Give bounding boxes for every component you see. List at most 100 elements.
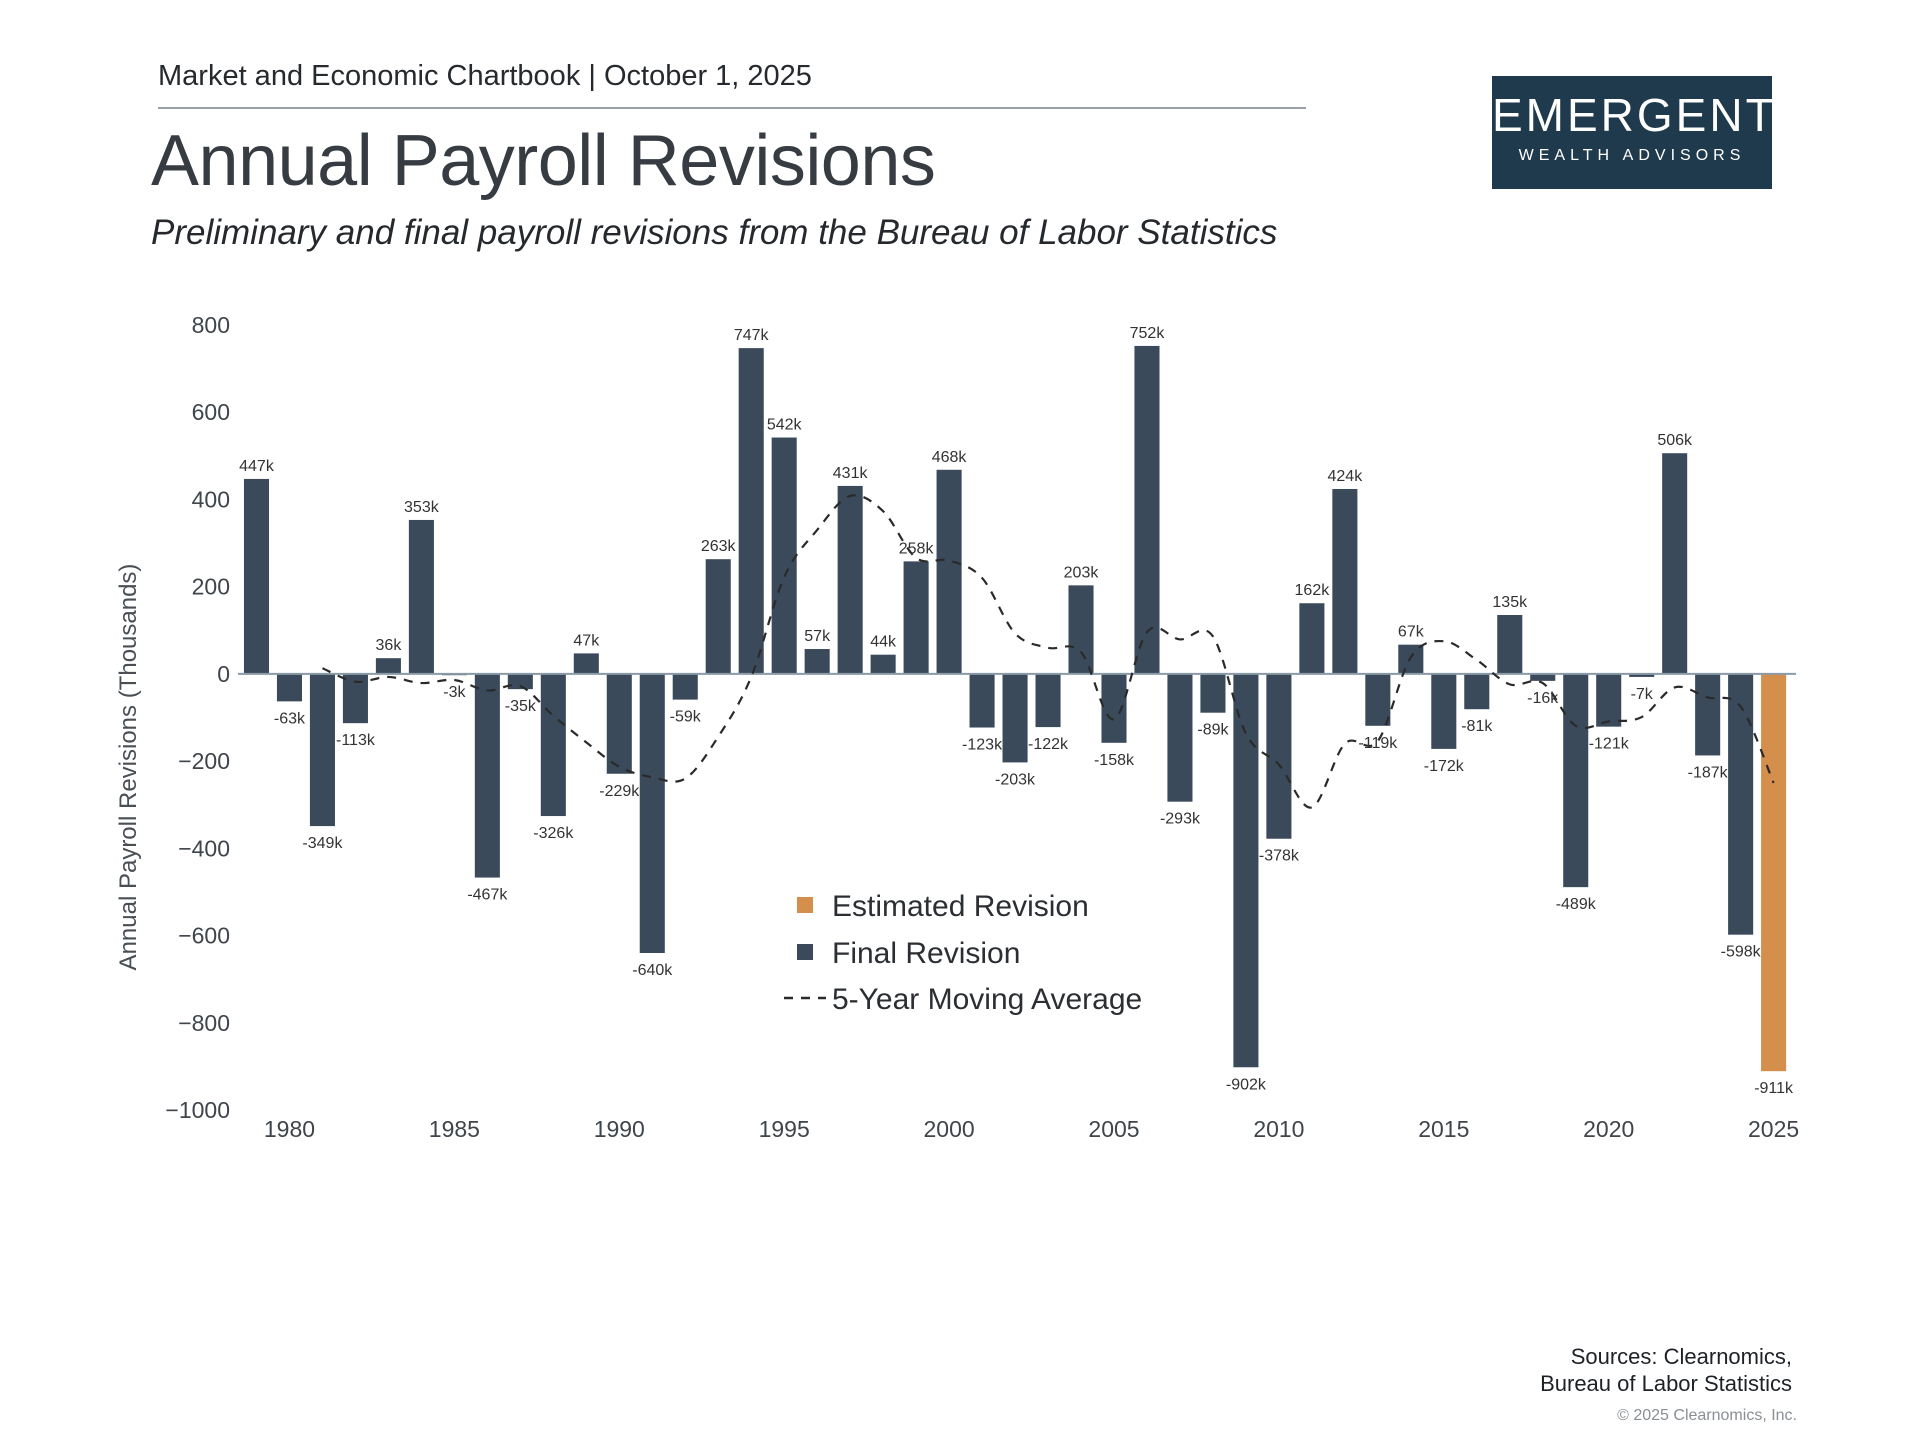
y-tick-label: −800 — [178, 1010, 230, 1036]
data-label-1995: 542k — [767, 417, 803, 434]
data-label-2024: -598k — [1721, 944, 1762, 961]
y-tick-label: −400 — [178, 835, 230, 861]
y-tick-label: 400 — [192, 486, 230, 512]
final-bar-1997 — [837, 485, 863, 674]
y-tick-label: 800 — [192, 312, 230, 338]
data-label-2004: 203k — [1064, 564, 1100, 581]
legend-moving-average-label: 5-Year Moving Average — [832, 983, 1142, 1016]
data-label-2001: -123k — [962, 737, 1003, 754]
data-label-1987: -35k — [505, 698, 537, 715]
data-label-1982: -113k — [336, 732, 376, 749]
emergent-logo: EMERGENT WEALTH ADVISORS — [1492, 76, 1774, 189]
y-axis-label: Annual Payroll Revisions (Thousands) — [115, 564, 142, 971]
sources-line-1: Sources: Clearnomics, — [1570, 1344, 1792, 1369]
data-label-2019: -489k — [1556, 896, 1597, 913]
x-tick-label: 1985 — [429, 1116, 480, 1142]
data-label-2009: -902k — [1226, 1076, 1267, 1093]
final-bar-2006 — [1134, 345, 1160, 674]
final-bar-2011 — [1299, 603, 1325, 674]
data-label-1997: 431k — [833, 465, 869, 482]
final-bar-1988 — [540, 673, 566, 817]
data-label-1985: -3k — [443, 684, 466, 701]
data-label-2025: -911k — [1754, 1080, 1794, 1097]
page-title: Annual Payroll Revisions — [151, 121, 936, 201]
final-bar-2001 — [969, 673, 995, 728]
final-bar-2003 — [1035, 673, 1061, 728]
final-bar-2020 — [1596, 673, 1622, 727]
final-bar-1993 — [705, 559, 731, 674]
data-label-1984: 353k — [404, 499, 440, 516]
final-bar-2013 — [1365, 673, 1391, 726]
final-bar-1986 — [474, 673, 500, 878]
x-tick-label: 2010 — [1253, 1116, 1304, 1142]
final-bar-2015 — [1431, 673, 1457, 749]
chartbook-header: Market and Economic Chartbook | October … — [158, 60, 812, 92]
final-bar-2010 — [1266, 673, 1292, 839]
x-tick-label: 2000 — [924, 1116, 975, 1142]
data-label-1981: -349k — [302, 835, 343, 852]
final-bar-2019 — [1563, 673, 1589, 888]
final-bar-1979 — [243, 478, 270, 674]
final-bar-1994 — [738, 348, 764, 674]
legend: Estimated Revision Final Revision 5-Year… — [784, 890, 1142, 1016]
data-label-2018: -16k — [1527, 690, 1559, 707]
final-bar-2021 — [1629, 673, 1655, 677]
y-tick-label: −200 — [178, 748, 230, 774]
data-label-1989: 47k — [573, 632, 600, 649]
x-tick-label: 2025 — [1748, 1116, 1799, 1142]
data-label-2021: -7k — [1631, 686, 1654, 703]
final-bar-2022 — [1662, 453, 1688, 674]
data-label-2012: 424k — [1328, 468, 1364, 485]
data-label-2005: -158k — [1094, 752, 1135, 769]
final-bar-1995 — [771, 437, 797, 674]
data-label-2023: -187k — [1688, 764, 1729, 781]
data-label-2000: 468k — [932, 449, 968, 466]
data-label-1994: 747k — [734, 327, 770, 344]
final-bar-1999 — [903, 561, 929, 674]
final-bar-1990 — [606, 673, 632, 774]
y-tick-label: −1000 — [165, 1097, 230, 1123]
final-bar-1996 — [804, 649, 830, 674]
final-bar-1991 — [639, 673, 665, 953]
final-bar-1981 — [309, 673, 335, 827]
header-divider — [158, 107, 1306, 109]
data-label-1988: -326k — [533, 825, 574, 842]
final-bar-2023 — [1695, 673, 1721, 756]
data-label-2015: -172k — [1424, 758, 1465, 775]
data-label-2022: 506k — [1657, 432, 1693, 449]
x-tick-label: 2015 — [1418, 1116, 1469, 1142]
y-tick-label: 0 — [217, 661, 230, 687]
final-bar-2005 — [1101, 673, 1127, 743]
x-tick-label: 2005 — [1088, 1116, 1139, 1142]
final-bar-1998 — [870, 654, 896, 674]
data-label-2006: 752k — [1130, 325, 1166, 342]
sources-line-2: Bureau of Labor Statistics — [1540, 1371, 1792, 1396]
legend-final-label: Final Revision — [832, 937, 1020, 970]
x-axis-ticks: 1980 1985 1990 1995 2000 2005 2010 2015 2020 2025 — [264, 1116, 1799, 1142]
copyright: © 2025 Clearnomics, Inc. — [1617, 1407, 1797, 1424]
data-labels: 447k -63k -349k -113k 36k 353k -3k -467k -35k -32… — [239, 325, 1794, 1097]
y-tick-label: 600 — [192, 399, 230, 425]
data-label-1983: 36k — [376, 637, 403, 654]
final-bar-1992 — [672, 673, 698, 700]
legend-swatch-final — [797, 944, 813, 960]
data-label-1986: -467k — [467, 887, 508, 904]
data-label-1998: 44k — [870, 634, 897, 651]
final-bar-2002 — [1002, 673, 1028, 763]
data-label-1980: -63k — [274, 710, 306, 727]
final-bar-2018 — [1530, 673, 1556, 681]
data-label-2002: -203k — [995, 771, 1036, 788]
data-label-1996: 57k — [804, 628, 831, 645]
y-tick-label: 200 — [192, 574, 230, 600]
data-label-1992: -59k — [670, 709, 702, 726]
final-bar-2004 — [1068, 585, 1094, 674]
x-tick-label: 1990 — [594, 1116, 645, 1142]
final-bar-2000 — [936, 469, 962, 674]
payroll-revisions-chart: Annual Payroll Revisions (Thousands) 800… — [115, 312, 1799, 1142]
page-subtitle: Preliminary and final payroll revisions … — [151, 213, 1278, 252]
y-tick-label: −600 — [178, 923, 230, 949]
data-label-1990: -229k — [599, 783, 640, 800]
data-label-2016: -81k — [1461, 718, 1493, 735]
final-bar-1989 — [573, 653, 599, 674]
data-label-1999: 258k — [899, 540, 935, 557]
